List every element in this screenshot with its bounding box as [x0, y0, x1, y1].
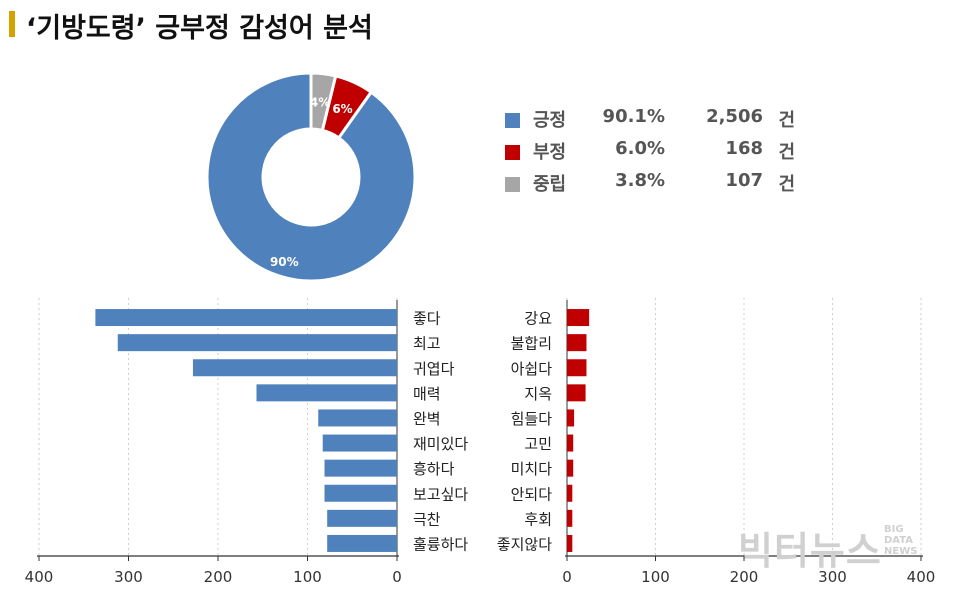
legend-row-positive: 긍정 90.1% 2,506 건	[505, 106, 795, 138]
negative-bar-지옥	[567, 384, 586, 402]
negative-word-label: 힘들다	[511, 410, 553, 428]
positive-word-label: 극찬	[413, 510, 441, 528]
legend-unit: 건	[778, 142, 795, 163]
positive-word-label: 훌륭하다	[413, 535, 468, 553]
right-tick-label: 300	[818, 568, 847, 586]
legend-count: 2,506	[706, 106, 763, 127]
positive-bar-좋다	[95, 309, 397, 327]
negative-bar-아쉽다	[567, 359, 587, 377]
negative-bar-고민	[567, 434, 574, 452]
left-tick-label: 200	[204, 568, 233, 586]
negative-bar-좋지않다	[567, 534, 573, 552]
positive-bar-완벽	[318, 409, 397, 427]
positive-bar-매력	[256, 384, 397, 402]
legend-row-neutral: 중립 3.8% 107 건	[505, 170, 795, 202]
legend-label: 긍정	[533, 110, 567, 131]
legend-count: 168	[725, 138, 763, 159]
positive-bar-귀엽다	[192, 359, 397, 377]
legend-count: 107	[725, 170, 763, 191]
right-tick-label: 0	[562, 568, 572, 586]
negative-word-label: 불합리	[511, 335, 552, 353]
legend-unit: 건	[778, 110, 795, 131]
positive-word-label: 최고	[413, 335, 441, 353]
negative-word-label: 후회	[524, 510, 552, 528]
legend-swatch-neutral	[505, 177, 520, 192]
negative-bar-힘들다	[567, 409, 575, 427]
donut-slice-중립	[309, 71, 338, 133]
sentiment-legend: 긍정 90.1% 2,506 건 부정 6.0% 168 건 중립 3.8% 1…	[505, 106, 795, 202]
legend-percent: 3.8%	[615, 170, 665, 191]
positive-word-label: 완벽	[413, 410, 441, 428]
negative-bar-미치다	[567, 459, 574, 477]
positive-word-label: 재미있다	[413, 435, 468, 453]
right-tick-label: 100	[641, 568, 670, 586]
negative-word-label: 좋지않다	[497, 535, 552, 553]
negative-bar-불합리	[567, 334, 587, 352]
donut-slice-label: 6%	[332, 102, 352, 116]
watermark-sub-line: BIG	[884, 524, 904, 535]
left-tick-label: 400	[25, 568, 54, 586]
positive-word-label: 매력	[413, 385, 441, 403]
positive-bar-훌륭하다	[327, 534, 397, 552]
watermark-logo: 빅터뉴스	[738, 529, 882, 573]
legend-percent: 6.0%	[615, 138, 665, 159]
legend-row-negative: 부정 6.0% 168 건	[505, 138, 795, 170]
left-tick-label: 300	[114, 568, 143, 586]
negative-word-label: 지옥	[524, 385, 552, 403]
negative-word-label: 고민	[524, 435, 552, 453]
title-accent-bar	[9, 11, 15, 37]
negative-word-label: 미치다	[511, 460, 553, 478]
legend-label: 중립	[533, 174, 567, 195]
watermark-sub-line: NEWS	[884, 546, 918, 557]
positive-word-label: 보고싶다	[413, 485, 468, 503]
watermark-sub: BIG DATA NEWS	[884, 524, 917, 557]
legend-swatch-negative	[505, 145, 520, 160]
legend-label: 부정	[533, 142, 567, 163]
donut-slice-label: 90%	[270, 255, 299, 269]
donut-slice-긍정	[205, 71, 417, 283]
page-title: ‘기방도령’ 긍부정 감성어 분석	[26, 13, 373, 44]
negative-word-label: 안되다	[511, 485, 553, 503]
negative-bar-강요	[567, 309, 590, 327]
negative-word-label: 아쉽다	[511, 360, 553, 378]
right-tick-label: 400	[907, 568, 936, 586]
donut-slice-label: 4%	[310, 96, 330, 110]
positive-bar-극찬	[327, 509, 397, 527]
right-tick-label: 200	[730, 568, 759, 586]
positive-bar-재미있다	[322, 434, 397, 452]
left-tick-label: 0	[392, 568, 402, 586]
positive-word-label: 좋다	[413, 310, 441, 328]
negative-word-label: 강요	[524, 310, 552, 328]
legend-percent: 90.1%	[602, 106, 665, 127]
positive-bar-흥하다	[324, 459, 397, 477]
legend-unit: 건	[778, 174, 795, 195]
watermark-sub-line: DATA	[884, 535, 914, 546]
positive-word-label: 흥하다	[413, 460, 455, 478]
positive-bar-최고	[117, 334, 397, 352]
left-tick-label: 100	[293, 568, 322, 586]
negative-bar-후회	[567, 509, 573, 527]
positive-word-label: 귀엽다	[413, 360, 455, 378]
legend-swatch-positive	[505, 113, 520, 128]
positive-bar-보고싶다	[324, 484, 397, 502]
negative-bar-안되다	[567, 484, 573, 502]
